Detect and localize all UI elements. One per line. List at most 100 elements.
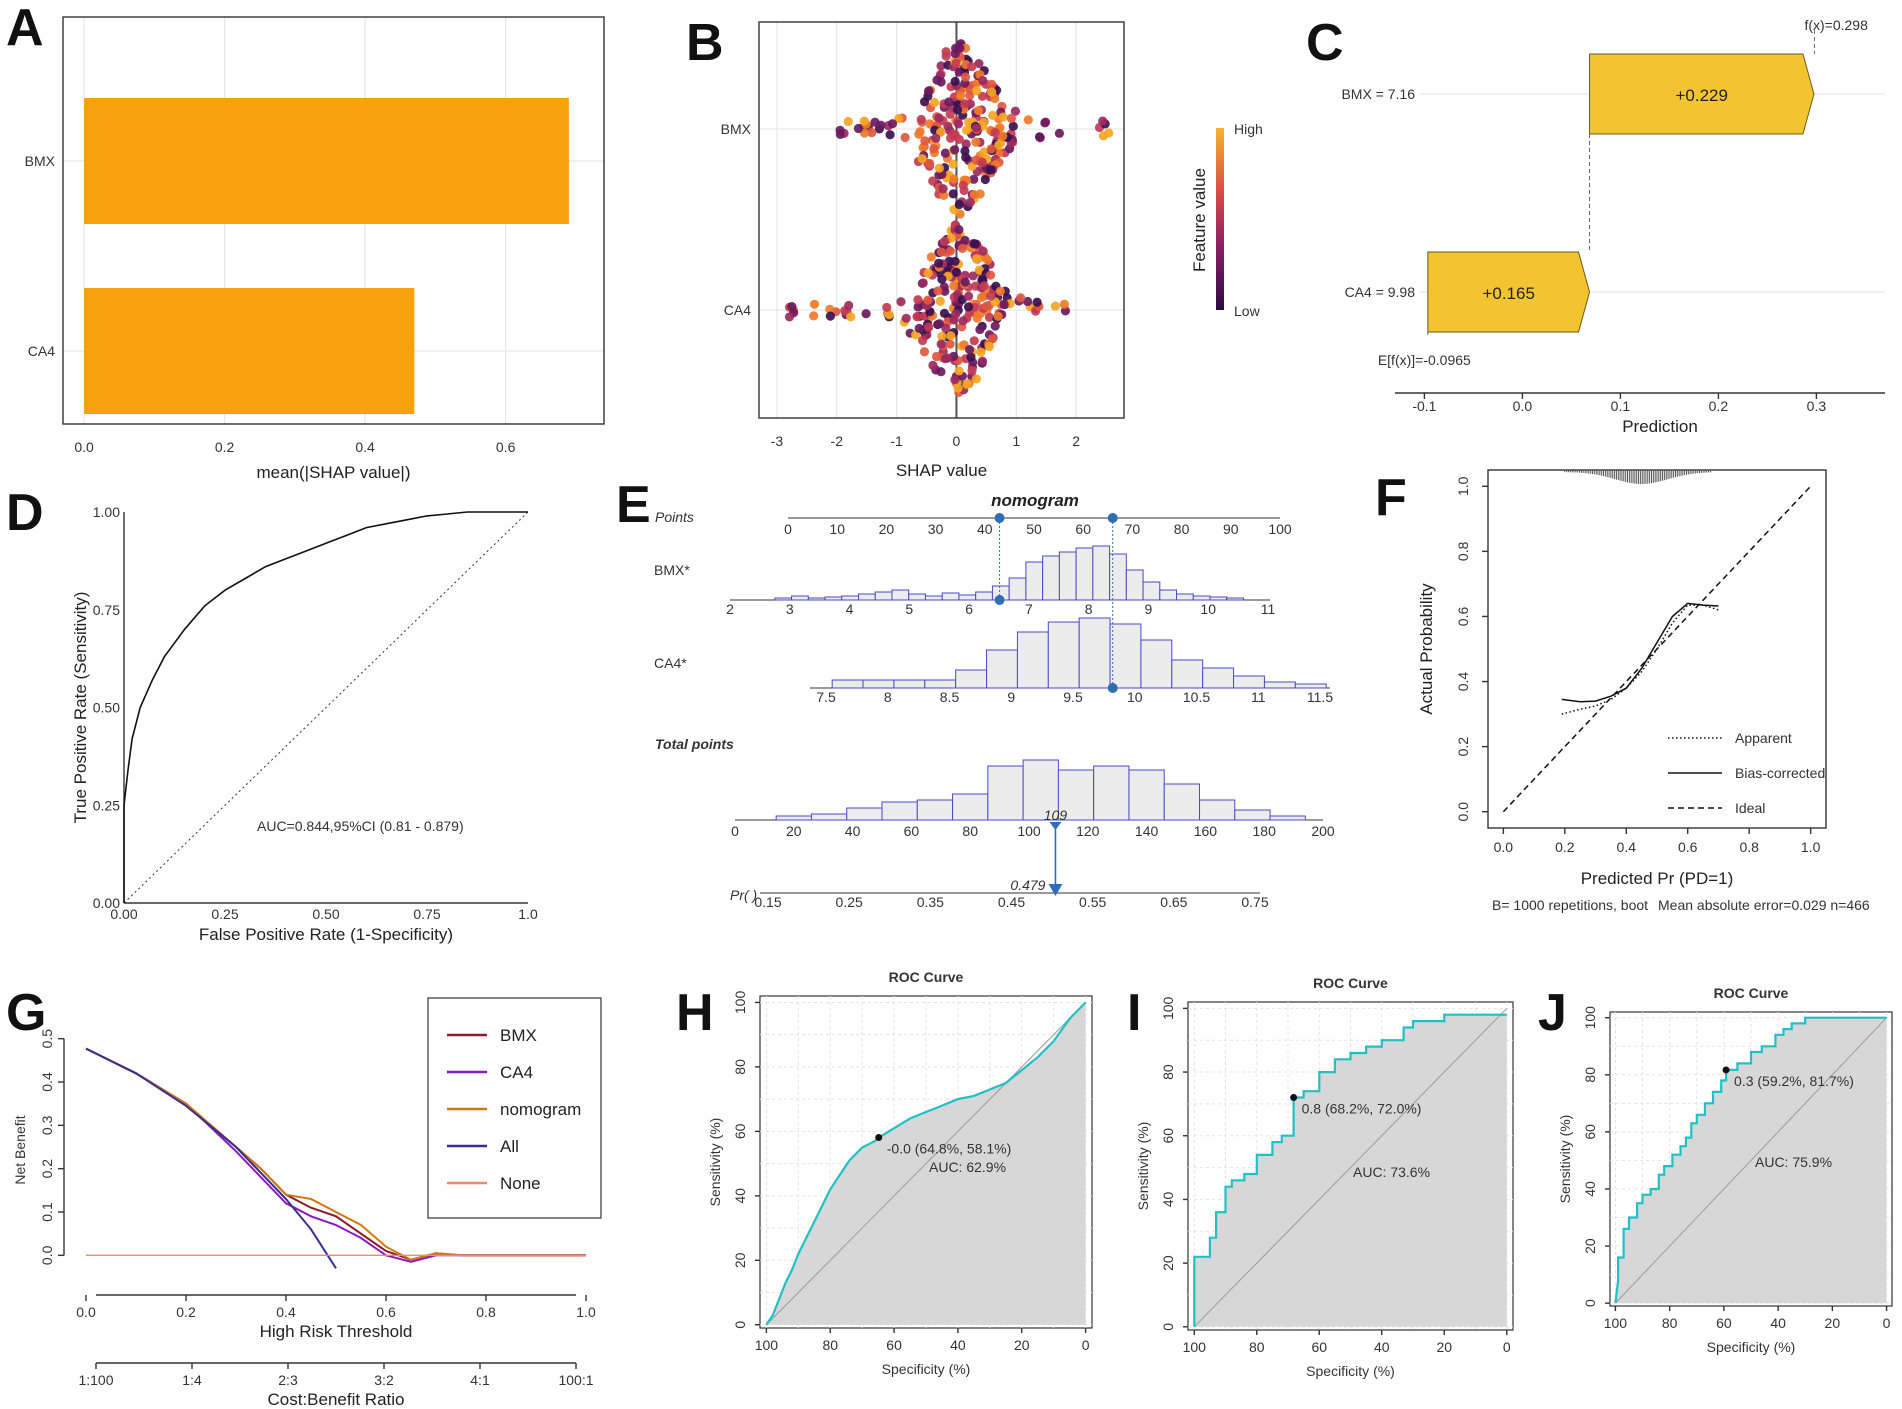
panel-b-point <box>954 366 964 376</box>
panel-b-point <box>936 247 946 257</box>
panel-e-total-tick: 200 <box>1311 823 1335 839</box>
panel-b-point <box>970 239 980 249</box>
panel-b-point <box>934 319 945 329</box>
panel-letter-j: J <box>1538 984 1567 1042</box>
panel-e-pr-value: 0.479 <box>1010 877 1045 893</box>
panel-b-point <box>986 165 996 175</box>
panel-b-point <box>948 189 958 199</box>
panel-b-point <box>913 295 923 305</box>
panel-letter-g: G <box>6 984 46 1042</box>
panel-g-x-tick: 0.8 <box>476 1304 496 1320</box>
panel-e-points-tick: 10 <box>829 521 845 537</box>
panel-b-point <box>940 236 950 246</box>
panel-e-total-bin <box>916 799 954 821</box>
panel-e-bmx-bin <box>1008 577 1027 601</box>
panel-b-point <box>978 75 988 86</box>
panel-g-x-tick: 0.0 <box>76 1304 96 1320</box>
panel-h-chart: -0.0 (64.8%, 58.1%) AUC: 62.9% 100 80 60 40 20… <box>707 969 1093 1377</box>
panel-i-y-label: Sensitivity (%) <box>1135 1122 1151 1211</box>
panel-g-x2-tick: 2:3 <box>278 1372 298 1388</box>
panel-e-total-bin <box>1057 769 1095 821</box>
panel-i-threshold-label: 0.8 (68.2%, 72.0%) <box>1302 1101 1422 1117</box>
panel-b-point <box>1050 301 1061 311</box>
panel-e-marker <box>994 595 1005 605</box>
panel-j-x-tick: 0 <box>1883 1315 1891 1331</box>
panel-e-ca4-bin <box>1294 683 1327 689</box>
panel-letter-i: I <box>1127 984 1141 1042</box>
panel-e-bmx-bin <box>1058 551 1077 601</box>
panel-e-bmx-bin <box>1042 555 1060 601</box>
panel-b-point <box>949 281 959 291</box>
panel-b-point <box>972 86 982 96</box>
panel-b-point <box>916 114 926 125</box>
panel-e-bmx-bin <box>958 594 977 601</box>
panel-j-threshold-label: 0.3 (59.2%, 81.7%) <box>1734 1073 1854 1089</box>
panel-f-line-biascorrected <box>1561 602 1719 703</box>
panel-b-point <box>960 72 971 82</box>
panel-b-colorbar <box>1216 128 1224 310</box>
panel-e-bmx-bin <box>1125 569 1144 601</box>
panel-b-point <box>979 147 989 157</box>
panel-e-ca4-bin <box>1202 667 1235 689</box>
panel-f-x-tick: 0.2 <box>1555 839 1575 855</box>
panel-d-x-tick: 0.50 <box>312 906 339 922</box>
panel-b-point <box>859 116 869 126</box>
panel-e-points-tick: 70 <box>1125 521 1141 537</box>
panel-b-point <box>940 286 950 296</box>
panel-b-point <box>1008 121 1018 131</box>
panel-e-total-bin <box>1269 815 1306 821</box>
panel-j-chart: 0.3 (59.2%, 81.7%) AUC: 75.9% 100 80 60 40 20 0… <box>1557 985 1893 1355</box>
panel-e-bmx-bin <box>1226 597 1244 601</box>
panel-b-point <box>967 365 977 376</box>
panel-f-footnote-right: Mean absolute error=0.029 n=466 <box>1658 897 1870 913</box>
panel-j-x-tick: 20 <box>1825 1315 1841 1331</box>
panel-e-bmx-bin <box>841 595 860 601</box>
panel-b-point <box>950 145 960 155</box>
panel-j-y-tick: 20 <box>1582 1238 1598 1254</box>
panel-e-row-label: Total points <box>655 736 734 752</box>
panel-e-bmx-bin <box>1176 593 1194 601</box>
panel-d-auc-annotation: AUC=0.844,95%CI (0.81 - 0.879) <box>257 818 464 834</box>
panel-g-line-all <box>85 1047 337 1269</box>
panel-i-x-tick: 80 <box>1249 1339 1265 1355</box>
panel-b-y-tick: BMX <box>721 121 752 137</box>
panel-b-point <box>953 383 963 393</box>
panel-b-point <box>914 129 924 139</box>
panel-b-point <box>972 313 982 323</box>
panel-b-point <box>973 105 984 116</box>
panel-a-x-tick: 0.2 <box>215 439 235 455</box>
panel-b-point <box>988 110 998 120</box>
panel-h-x-tick: 40 <box>950 1337 966 1353</box>
panel-i-x-tick: 20 <box>1436 1339 1452 1355</box>
panel-i-y-tick: 100 <box>1160 996 1176 1020</box>
panel-i-diagonal <box>1193 1008 1508 1328</box>
panel-b-point <box>1023 115 1033 125</box>
panel-c-y-tick: BMX = 7.16 <box>1341 86 1415 102</box>
panel-b-point <box>979 281 989 291</box>
panel-j-threshold-point <box>1722 1066 1730 1074</box>
panel-b-point <box>966 352 976 362</box>
panel-b-point <box>1032 297 1042 307</box>
panel-b-point <box>955 43 965 54</box>
panel-e-ca4-bin <box>862 679 895 689</box>
panel-g-x-label: High Risk Threshold <box>260 1322 413 1341</box>
panel-g-legend-label: None <box>500 1174 541 1193</box>
panel-b-point <box>976 292 987 303</box>
panel-h-x-tick: 80 <box>822 1337 838 1353</box>
panel-e-total-value: 109 <box>1044 807 1068 823</box>
panel-e-ca4-tick: 10 <box>1127 689 1143 705</box>
panel-c-x-tick: 0.0 <box>1513 398 1533 414</box>
panel-b-point <box>924 86 934 96</box>
panel-b-point <box>981 301 992 311</box>
panel-c-bar-bmx <box>1589 53 1815 135</box>
panel-b-point <box>951 267 962 277</box>
panel-b-point <box>1054 128 1065 138</box>
panel-b-point <box>937 331 947 341</box>
panel-g-y-tick: 0.5 <box>39 1029 55 1049</box>
panel-e-ca4-tick: 9.5 <box>1063 689 1083 705</box>
panel-letter-b: B <box>686 14 724 72</box>
panel-b-point <box>936 339 946 349</box>
panel-h-y-tick: 100 <box>732 991 748 1015</box>
panel-g-legend-label: nomogram <box>500 1100 581 1119</box>
panel-i-x-label: Specificity (%) <box>1306 1363 1395 1379</box>
